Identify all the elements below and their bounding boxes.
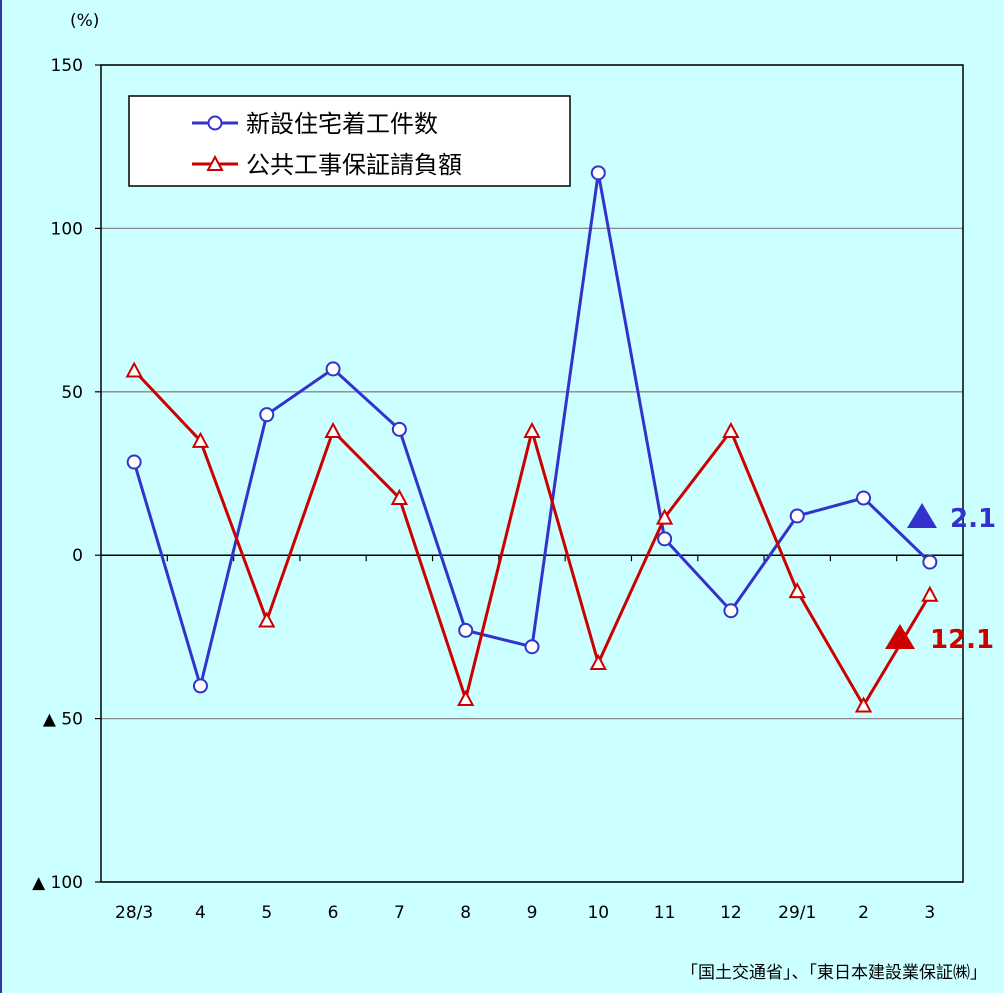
x-tick-label: 8 [460,903,471,923]
x-tick-label: 3 [924,903,935,923]
data-point-circle [458,622,474,638]
data-point-triangle [324,421,342,439]
callout-triangle-icon [907,503,937,528]
x-tick-label: 5 [261,903,272,923]
plot-border [100,64,964,883]
data-point-triangle [191,431,210,448]
data-point-triangle [921,585,939,602]
y-tick-label: 100 [51,219,83,239]
data-point-triangle [655,508,674,525]
source-note: 「国土交通省」、「東日本建設業保証㈱」 [681,963,987,983]
y-unit-label: (%) [70,11,99,31]
x-tick-label: 6 [328,903,339,923]
y-tick-label: 0 [72,546,83,566]
plot-area [101,65,963,882]
data-point-circle [922,554,938,570]
legend-box [128,95,571,187]
x-tick-label: 9 [527,903,538,923]
callout-triangle-icon [885,624,915,649]
data-point-circle [259,407,275,423]
data-point-triangle [722,421,740,439]
legend-label: 新設住宅着工件数 [246,110,438,138]
legend-marker-circle [207,115,223,131]
data-point-circle [524,639,540,655]
data-point-circle [325,361,341,377]
data-point-circle [657,531,673,547]
data-point-triangle [589,653,607,671]
x-tick-label: 12 [720,903,742,923]
data-point-circle [192,678,208,694]
x-tick-label: 29/1 [778,903,816,923]
y-tick-label: ▲ 100 [32,873,83,893]
data-point-circle [723,603,739,619]
data-point-triangle [523,421,541,439]
data-point-triangle [258,611,276,628]
data-point-circle [856,490,872,506]
y-tick-label: 50 [61,383,83,403]
x-tick-label: 28/3 [115,903,153,923]
data-point-circle [391,421,407,437]
data-point-triangle [854,696,873,713]
data-point-circle [126,454,142,470]
x-tick-label: 4 [195,903,206,923]
data-point-triangle [390,488,409,506]
data-point-triangle [457,689,475,706]
x-tick-label: 2 [858,903,869,923]
y-tick-label: ▲ 50 [43,710,83,730]
x-tick-label: 10 [587,903,609,923]
data-point-circle [590,165,606,181]
callout-value: 2.1 [950,504,996,534]
data-point-circle [789,508,805,524]
callout-value: 12.1 [930,625,994,655]
data-point-triangle [788,582,806,599]
x-tick-label: 11 [654,903,676,923]
legend-label: 公共工事保証請負額 [246,151,462,179]
y-tick-label: 150 [51,56,83,76]
x-tick-label: 7 [394,903,405,923]
data-point-triangle [125,361,143,378]
legend-marker-triangle [206,154,224,171]
